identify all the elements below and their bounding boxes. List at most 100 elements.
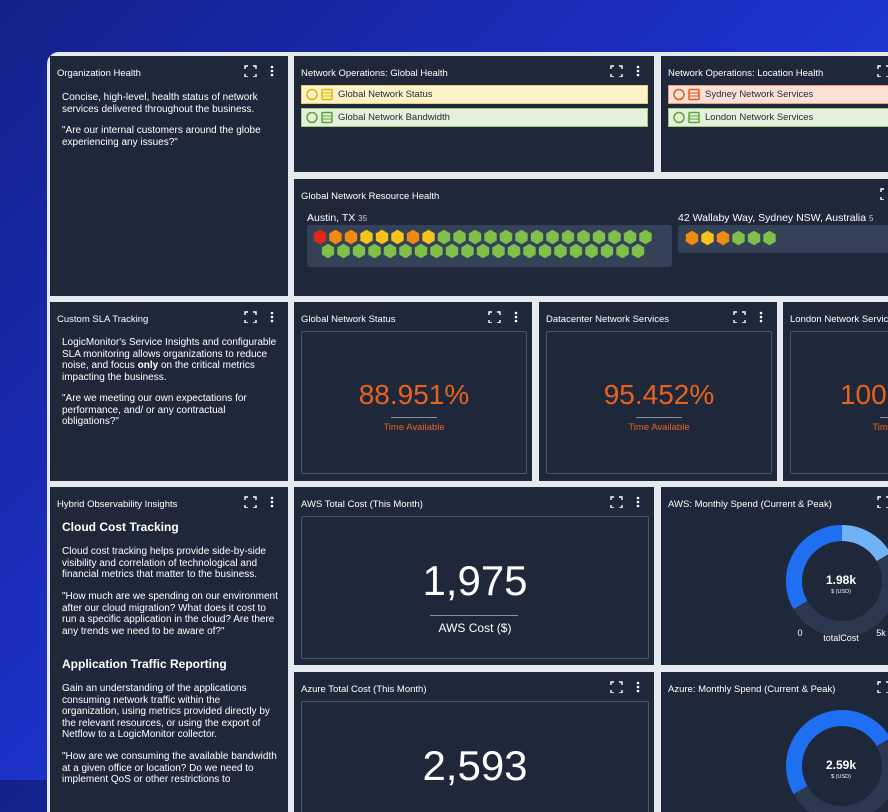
value: 1,975 [422,557,528,604]
hex[interactable] [492,243,505,259]
hex[interactable] [352,243,366,259]
text: only [137,360,159,371]
panel-actions[interactable] [877,681,888,693]
hex[interactable] [313,229,327,245]
hex[interactable] [616,243,629,259]
label: Global Network Status [338,89,433,100]
panel-actions[interactable] [610,65,644,77]
panel: Azure Total Cost (This Month) 2,593 [294,672,654,812]
value-label: Time Available [872,422,888,433]
status-row[interactable]: Global Network Bandwidth [301,108,648,127]
hex[interactable] [399,243,412,259]
hex[interactable] [732,230,745,246]
gauge-arc [841,524,888,562]
panel-actions[interactable] [244,311,278,323]
value-box: 2,593 [301,701,649,812]
status-row[interactable]: London Network Services [668,108,888,127]
hex[interactable] [321,243,335,259]
panel-actions[interactable] [877,496,888,508]
value-box: 100.000% Time Available [790,331,888,474]
panel: Global Network Resource Health Austin, T… [294,179,888,296]
hex[interactable] [530,229,544,245]
label: Sydney Network Services [705,89,814,100]
hex[interactable] [461,243,474,259]
hex[interactable] [639,229,652,245]
hex[interactable] [507,243,521,259]
hex[interactable] [499,229,513,245]
hex[interactable] [569,243,583,259]
hex[interactable] [623,229,637,245]
panel-actions[interactable] [244,496,278,508]
divider [636,417,682,418]
status-icons [673,111,700,124]
hex[interactable] [600,243,614,259]
hex[interactable] [515,229,528,245]
panel: AWS: Monthly Spend (Current & Peak) 1.98… [661,487,888,665]
panel-actions[interactable] [610,496,644,508]
hex[interactable] [414,243,428,259]
status-row[interactable]: Global Network Status [301,85,648,104]
hex[interactable] [608,229,621,245]
panel-title: Organization Health [57,68,141,79]
panel: Global Network Status 88.951% Time Avail… [294,302,532,481]
hex[interactable] [631,243,645,259]
hex[interactable] [329,229,342,245]
hex[interactable] [577,229,590,245]
hex[interactable] [468,229,482,245]
hexes [313,229,652,259]
hex[interactable] [716,230,730,246]
hex[interactable] [391,229,404,245]
hex[interactable] [701,230,714,246]
hex[interactable] [344,229,358,245]
value-box: 1,975 AWS Cost ($) [301,516,649,659]
text: LogicMonitor's Service Insights and conf… [62,337,278,383]
panel-actions[interactable] [733,311,767,323]
text: "How much are we spending on our environ… [62,591,278,637]
panel-title: Network Operations: Global Health [301,68,448,79]
value: 100.000% [839,379,888,410]
panel-actions[interactable] [244,65,278,77]
panel-title: London Network Services [790,314,888,325]
hex[interactable] [484,229,497,245]
panel: Datacenter Network Services 95.452% Time… [539,302,777,481]
panel-actions[interactable] [880,188,888,200]
hex[interactable] [430,243,443,259]
hex[interactable] [554,243,567,259]
hex[interactable] [561,229,575,245]
hex[interactable] [453,229,466,245]
text: "Are we meeting our own expectations for… [62,393,247,427]
hex-group [307,225,672,267]
hex[interactable] [383,243,397,259]
hex[interactable] [476,243,490,259]
status-row[interactable]: Sydney Network Services [668,85,888,104]
gauge: 2.59k $ (USD) [786,709,888,812]
hex[interactable] [523,243,536,259]
hex[interactable] [747,230,761,246]
hex[interactable] [406,229,420,245]
hex[interactable] [368,243,381,259]
panel: Network Operations: Location Health Sydn… [661,56,888,172]
hex[interactable] [437,229,451,245]
panel-actions[interactable] [610,681,644,693]
gauge-arc [786,709,888,794]
hex[interactable] [422,229,435,245]
hex[interactable] [445,243,459,259]
hex[interactable] [546,229,559,245]
hex[interactable] [337,243,350,259]
hex[interactable] [375,229,389,245]
panel-title: Azure: Monthly Spend (Current & Peak) [668,684,836,695]
panel-actions[interactable] [877,65,888,77]
hex[interactable] [538,243,552,259]
hex[interactable] [360,229,373,245]
panel-actions[interactable] [488,311,522,323]
heading: Application Traffic Reporting [62,657,227,671]
value-label: AWS Cost ($) [438,621,512,635]
hex[interactable] [685,230,699,246]
hex[interactable] [592,229,606,245]
panel-title: Global Network Resource Health [301,191,440,202]
status-icons [306,111,333,124]
divider [880,417,888,418]
hex[interactable] [585,243,598,259]
status-icons [673,88,700,101]
hex[interactable] [763,230,776,246]
